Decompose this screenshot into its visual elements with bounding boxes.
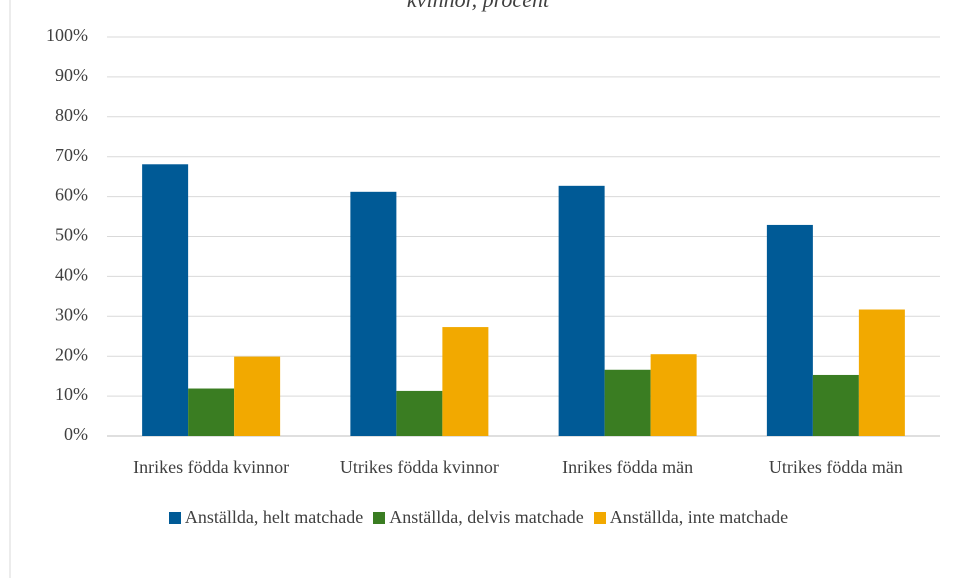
bar <box>604 369 651 436</box>
y-tick-label: 10% <box>55 384 88 404</box>
y-tick-label: 80% <box>55 105 88 125</box>
y-tick-label: 40% <box>55 265 88 285</box>
x-tick-label: Inrikes födda män <box>562 457 694 477</box>
x-tick-label: Utrikes födda män <box>768 457 903 477</box>
legend-item: Anställda, helt matchade <box>168 507 364 528</box>
x-tick-label: Utrikes födda kvinnor <box>339 457 499 477</box>
legend-item: Anställda, delvis matchade <box>373 507 584 528</box>
legend-label: Anställda, inte matchade <box>609 507 789 527</box>
legend-swatch <box>168 511 181 524</box>
bar <box>142 164 189 436</box>
y-tick-label: 90% <box>55 65 88 85</box>
bar <box>558 185 605 436</box>
legend-label: Anställda, helt matchade <box>184 507 364 527</box>
bar <box>442 327 489 436</box>
bar <box>766 224 813 436</box>
legend-swatch <box>593 511 606 524</box>
y-tick-label: 70% <box>55 145 88 165</box>
bar <box>650 354 697 436</box>
legend: Anställda, helt matchade Anställda, delvi… <box>0 507 957 528</box>
legend-label: Anställda, delvis matchade <box>389 507 584 527</box>
legend-item: Anställda, inte matchade <box>593 507 789 528</box>
bar <box>234 356 281 436</box>
legend-swatch <box>373 511 386 524</box>
y-tick-label: 60% <box>55 185 88 205</box>
bar <box>812 374 859 436</box>
chart-frame <box>9 0 11 578</box>
bar <box>858 309 905 436</box>
y-tick-label: 20% <box>55 344 88 364</box>
y-tick-label: 30% <box>55 304 88 324</box>
y-tick-label: 100% <box>46 25 88 45</box>
bar <box>396 390 443 436</box>
chart-title: kvinnor, procent <box>407 0 550 12</box>
y-tick-label: 0% <box>64 424 88 444</box>
bar <box>188 388 235 436</box>
bar <box>350 191 397 436</box>
y-tick-label: 50% <box>55 225 88 245</box>
x-tick-label: Inrikes födda kvinnor <box>133 457 290 477</box>
